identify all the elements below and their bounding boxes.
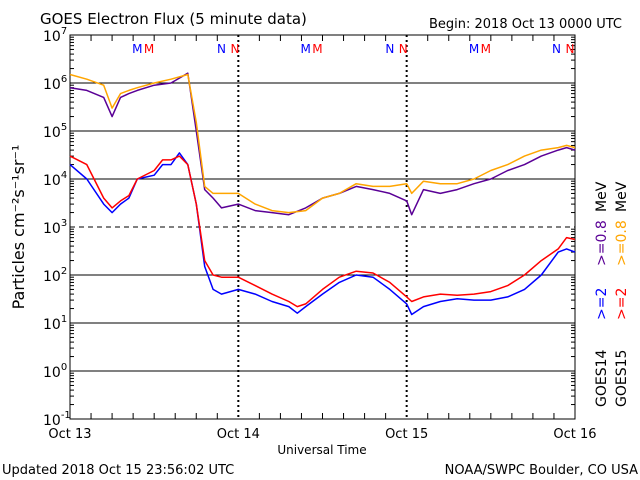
y-tick-label: 100 (43, 362, 67, 381)
credit-label: NOAA/SWPC Boulder, CO USA (445, 463, 638, 478)
x-axis-label: Universal Time (277, 443, 366, 457)
series-line-3 (69, 73, 576, 214)
y-tick-label: 107 (43, 26, 67, 45)
legend-goes15: GOES15 (614, 350, 630, 407)
y-axis-ticks: 107 106 105 104 103 102 101 100 10-1 (43, 26, 71, 429)
legend-ids: GOES14 (594, 349, 610, 407)
series-layer (69, 72, 576, 316)
legend-goes14: GOES14 (594, 349, 610, 407)
y-tick-label: 105 (43, 122, 67, 141)
marker-n: N (565, 42, 574, 56)
marker-m: M (132, 42, 142, 56)
marker-m: M (144, 42, 154, 56)
x-tick-label: Oct 13 (48, 427, 91, 442)
legend-goes15-2mev: >=2 (614, 288, 630, 320)
grid-lines (70, 35, 575, 419)
series-line-2 (69, 72, 576, 216)
legend-unit-goes15: MeV (614, 181, 630, 212)
y-tick-label: 101 (43, 314, 67, 333)
x-tick-label: Oct 14 (217, 427, 260, 442)
marker-n: N (552, 42, 561, 56)
marker-n: N (230, 42, 239, 56)
marker-n: N (217, 42, 226, 56)
y-tick-label: 103 (43, 218, 67, 237)
legend-unit-goes14: MeV (594, 181, 610, 212)
y-tick-label: 102 (43, 266, 67, 285)
y-tick-label: 106 (43, 74, 67, 93)
updated-timestamp: Updated 2018 Oct 15 23:56:02 UTC (2, 463, 234, 478)
x-tick-label: Oct 15 (385, 427, 428, 442)
marker-n: N (385, 42, 394, 56)
series-line-1 (69, 155, 576, 308)
legend-goes14-08mev: >=0.8 (594, 220, 610, 266)
marker-n: N (399, 42, 408, 56)
begin-time-label: Begin: 2018 Oct 13 0000 UTC (429, 17, 622, 32)
y-tick-label: 104 (43, 170, 67, 189)
marker-m: M (312, 42, 322, 56)
x-axis-ticks: Oct 13 Oct 14 Oct 15 Oct 16 (48, 427, 596, 442)
x-tick-label: Oct 16 (553, 427, 596, 442)
legend-goes14-2mev: >=2 (594, 288, 610, 320)
y-tick-label: 10-1 (43, 410, 71, 429)
legend-goes15-08mev: >=0.8 (614, 220, 630, 266)
marker-m: M (481, 42, 491, 56)
marker-m: M (300, 42, 310, 56)
marker-m: M (469, 42, 479, 56)
series-line-0 (69, 152, 576, 316)
y-axis-label: Particles cm⁻²s⁻¹sr⁻¹ (9, 145, 28, 310)
chart-title: GOES Electron Flux (5 minute data) (40, 10, 307, 28)
